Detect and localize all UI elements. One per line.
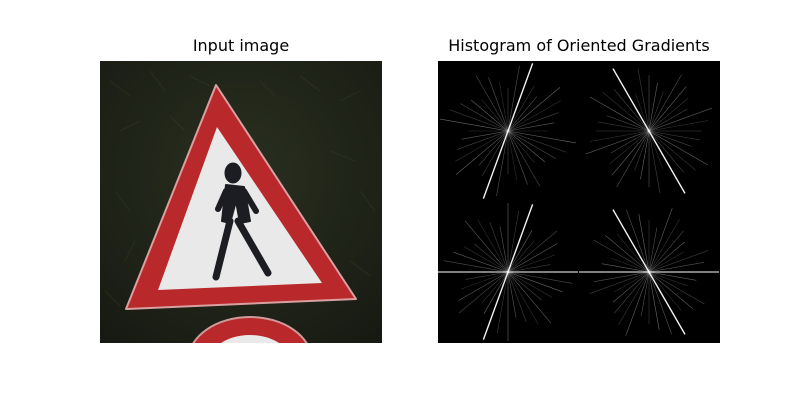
- input-image-canvas: [100, 61, 382, 343]
- hog-orientation-line: [474, 243, 542, 301]
- input-image-title: Input image: [192, 36, 290, 55]
- hog-orientation-line: [606, 115, 692, 147]
- hog-cell-glyph: [439, 63, 577, 199]
- hog-orientation-line: [589, 96, 709, 166]
- hog-cell-glyph: [585, 68, 713, 194]
- hog-orientation-line: [610, 257, 688, 287]
- hog-orientation-line: [475, 75, 541, 187]
- hog-orientation-line: [481, 99, 535, 163]
- hog-cell-glyph: [438, 203, 578, 341]
- hog-orientation-line: [471, 99, 545, 163]
- hog-orientation-line: [482, 63, 534, 199]
- hog-orientation-line: [482, 204, 534, 340]
- hog-orientation-line: [612, 209, 686, 335]
- hog-orientation-line: [499, 226, 517, 318]
- hog-orientation-line: [449, 109, 567, 153]
- hog-orientation-line: [477, 219, 539, 325]
- hog-orientation-line: [597, 121, 701, 141]
- hog-orientation-line: [616, 233, 682, 311]
- hog-orientation-line: [439, 118, 577, 144]
- second-sign-white: [220, 335, 280, 343]
- hog-cell-glyph: [579, 207, 719, 337]
- second-sign-red: [192, 316, 308, 343]
- hog-orientation-line: [602, 91, 696, 171]
- hog-orientation-line: [463, 246, 553, 298]
- hog-orientation-line: [488, 77, 528, 185]
- hog-image: [438, 61, 720, 343]
- hog-title: Histogram of Oriented Gradients: [448, 36, 710, 55]
- hog-orientation-line: [496, 210, 520, 334]
- hog-orientation-line: [460, 103, 556, 159]
- hog-orientation-line: [464, 220, 552, 324]
- foliage-texture: [104, 70, 376, 307]
- hog-orientation-line: [453, 251, 563, 293]
- hog-orientation-line: [612, 68, 686, 194]
- hog-orientation-line: [605, 235, 693, 309]
- input-image: [100, 61, 382, 343]
- hog-orientation-line: [499, 81, 517, 181]
- pedestrian-icon: [212, 162, 272, 281]
- hog-orientation-line: [614, 89, 684, 173]
- hog-orientation-line: [489, 222, 527, 322]
- hog-orientation-line: [593, 239, 705, 305]
- hog-canvas: [438, 63, 719, 341]
- hog-orientation-line: [601, 263, 697, 281]
- hog-orientation-line: [443, 260, 573, 284]
- hog-orientation-line: [496, 65, 520, 197]
